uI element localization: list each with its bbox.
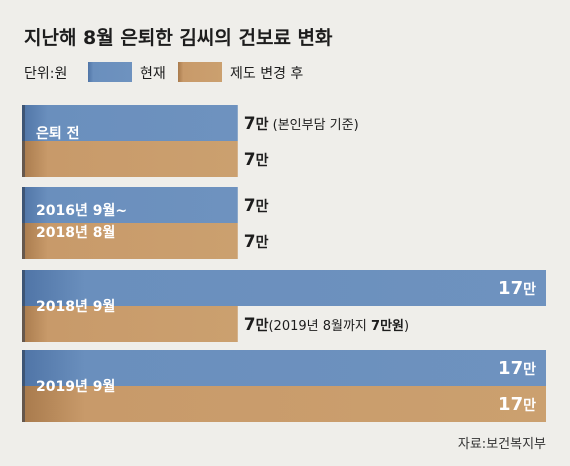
value-label-current-4: 17만 <box>498 358 536 379</box>
bar-current-2 <box>22 187 238 223</box>
bar-after-1 <box>22 141 238 177</box>
value-label-after-3-num: 7 <box>244 315 256 335</box>
value-label-current-3-num: 17 <box>498 278 523 299</box>
value-label-current-4-num: 17 <box>498 358 523 379</box>
bar-edge-2 <box>22 187 25 259</box>
value-label-after-1-num: 7 <box>244 150 256 170</box>
bar-edge-1 <box>22 105 25 177</box>
value-label-after-4-num: 17 <box>498 394 523 415</box>
value-label-after-3: 7만(2019년 8월까지 7만원) <box>244 315 409 335</box>
value-label-current-1-unit: 만 <box>256 117 269 133</box>
legend-label-current: 현재 <box>140 66 166 82</box>
value-label-current-2: 7만 <box>244 196 269 216</box>
value-label-after-3-unit: 만 <box>256 318 269 334</box>
bar-current-4 <box>22 350 546 386</box>
bar-edge-3 <box>22 270 25 342</box>
bar-current-3 <box>22 270 546 306</box>
value-label-current-3: 17만 <box>498 278 536 299</box>
value-label-current-1-note: (본인부담 기준) <box>268 118 358 133</box>
bar-after-4 <box>22 386 546 422</box>
value-label-after-2: 7만 <box>244 232 269 252</box>
group-label-1-line-1: 은퇴 전 <box>36 125 80 142</box>
legend-label-after: 제도 변경 후 <box>230 66 303 82</box>
group-label-4-line-1: 2019년 9월 <box>36 378 115 395</box>
value-label-after-4-unit: 만 <box>523 398 536 414</box>
source-note: 자료:보건복지부 <box>458 437 546 452</box>
group-label-3-line-1: 2018년 9월 <box>36 298 115 315</box>
value-label-after-4: 17만 <box>498 394 536 415</box>
chart-title: 지난해 8월 은퇴한 김씨의 건보료 변화 <box>24 27 333 49</box>
value-label-current-4-unit: 만 <box>523 362 536 378</box>
value-label-after-3-note: (2019년 8월까지 <box>268 319 371 334</box>
legend-swatch-after <box>178 62 222 82</box>
legend-swatch-current <box>88 62 132 82</box>
group-label-2-line-1: 2016년 9월~ <box>36 202 127 219</box>
value-label-current-2-unit: 만 <box>256 199 269 215</box>
value-label-after-3-note-bold: 7만원 <box>371 318 404 334</box>
value-label-after-2-num: 7 <box>244 232 256 252</box>
value-label-current-1: 7만 (본인부담 기준) <box>244 114 359 134</box>
value-label-after-3-note-end: ) <box>404 319 409 334</box>
legend: 단위:원 현재 제도 변경 후 <box>24 62 303 82</box>
value-label-current-1-num: 7 <box>244 114 256 134</box>
value-label-after-1: 7만 <box>244 150 269 170</box>
value-label-current-2-num: 7 <box>244 196 256 216</box>
group-label-2-line-2: 2018년 8월 <box>36 224 115 241</box>
unit-label: 단위:원 <box>24 66 67 82</box>
value-label-current-3-unit: 만 <box>523 282 536 298</box>
value-label-after-1-unit: 만 <box>256 153 269 169</box>
bar-current-1 <box>22 105 238 141</box>
bar-after-2 <box>22 223 238 259</box>
bar-edge-4 <box>22 350 25 422</box>
value-label-after-2-unit: 만 <box>256 235 269 251</box>
bar-after-3 <box>22 306 238 342</box>
